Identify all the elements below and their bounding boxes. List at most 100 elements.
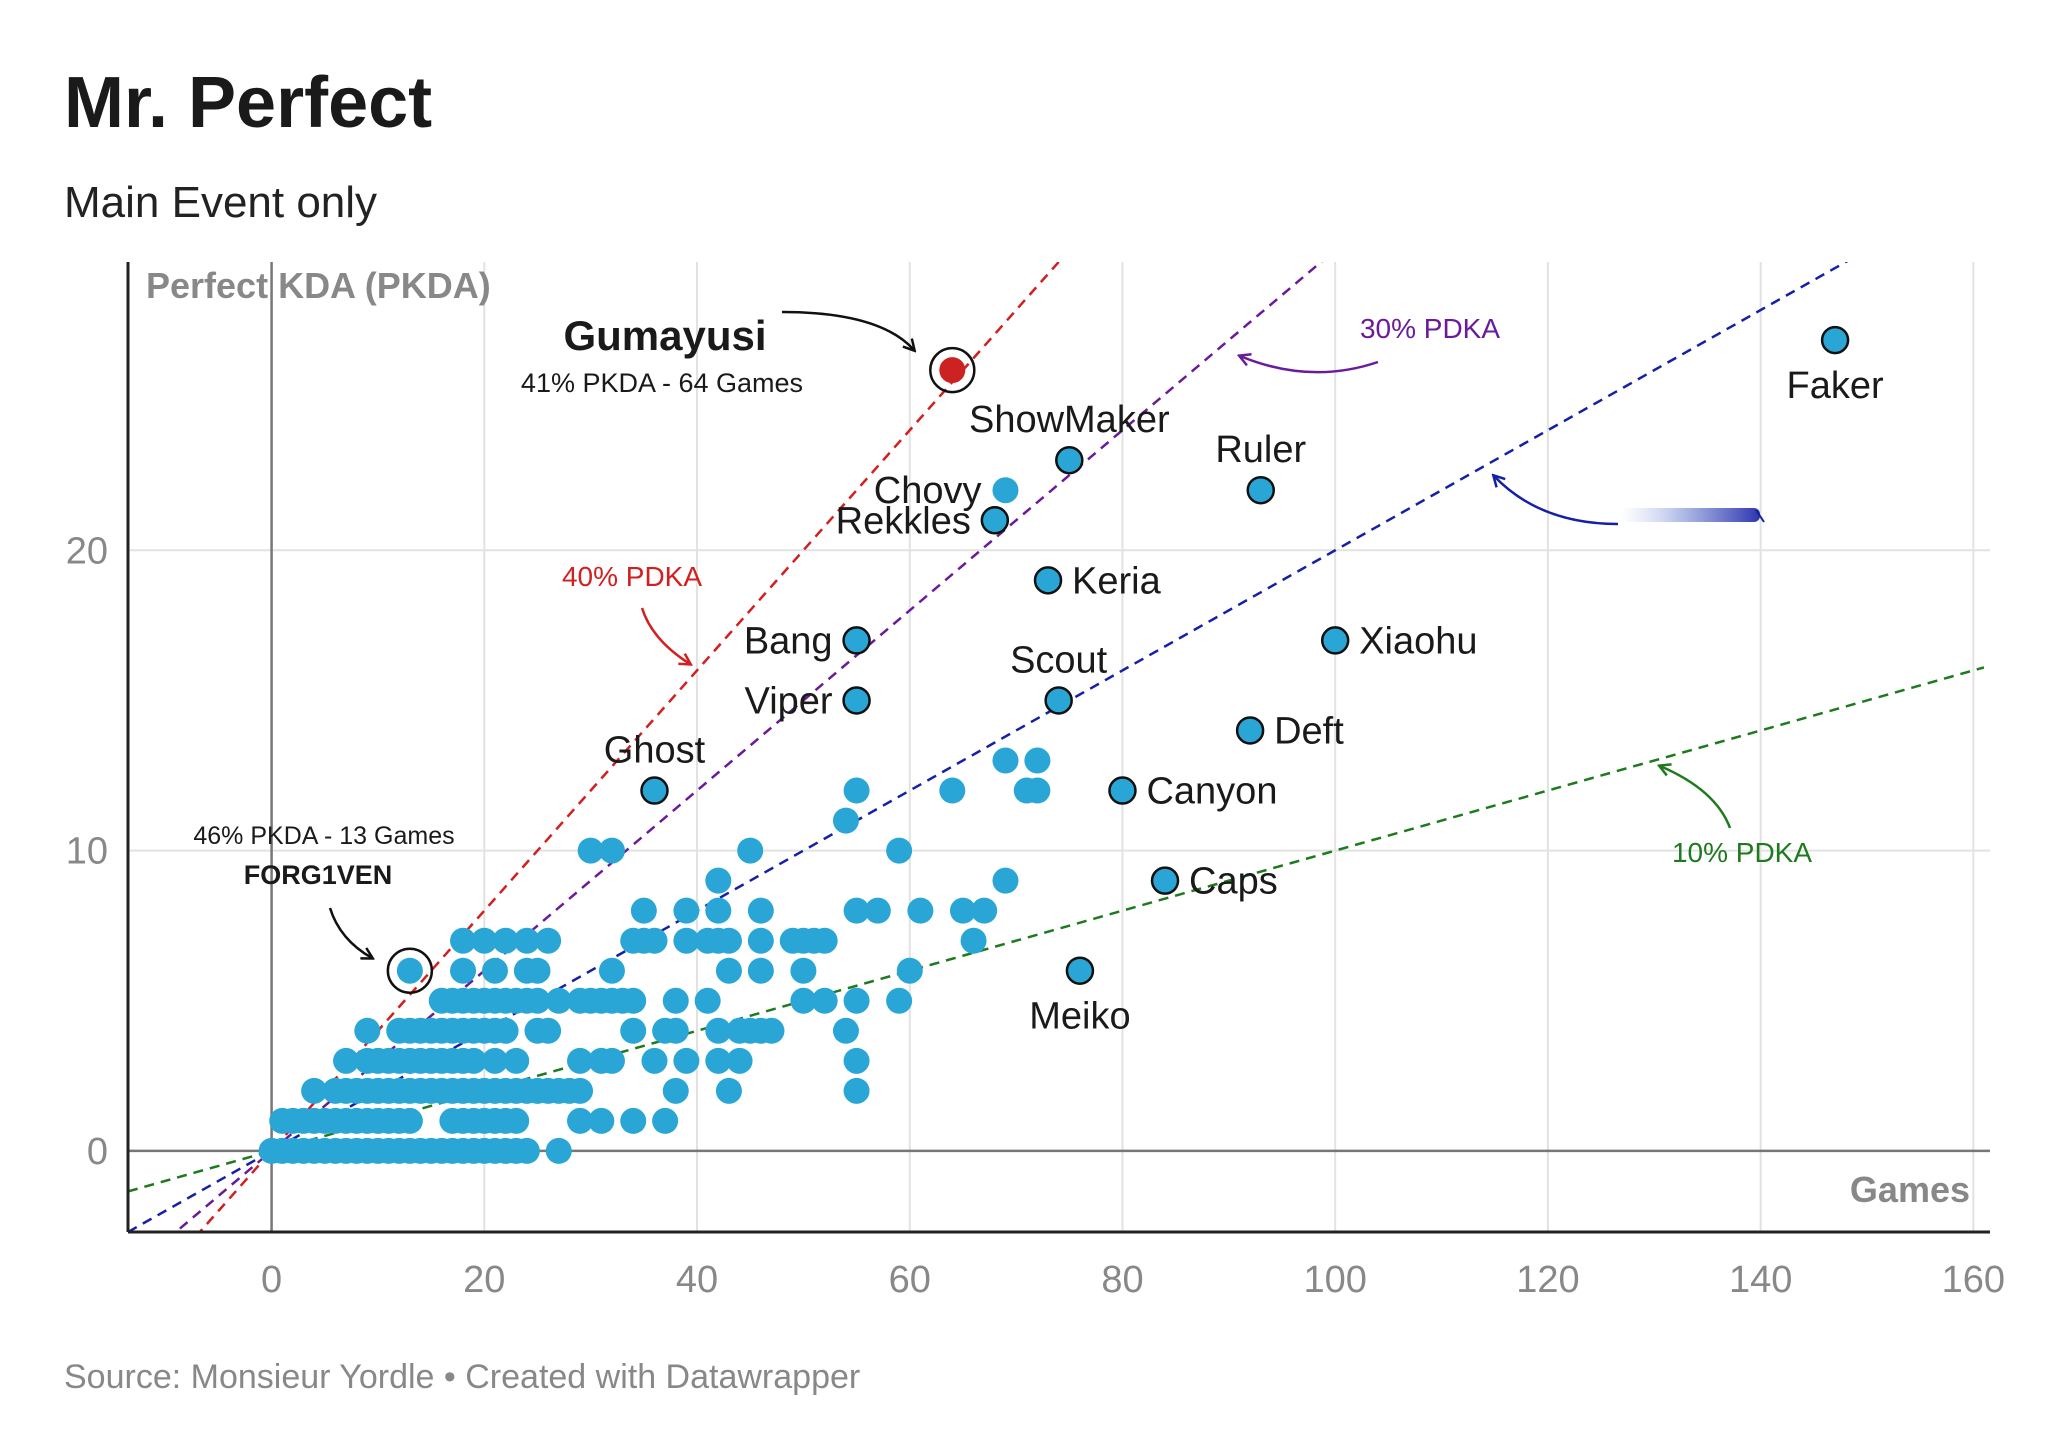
data-point bbox=[971, 897, 998, 924]
point-meiko bbox=[1065, 956, 1095, 985]
x-tick-label: 40 bbox=[676, 1259, 718, 1301]
data-point bbox=[620, 1107, 647, 1134]
data-point bbox=[567, 1107, 594, 1134]
data-point bbox=[545, 987, 572, 1014]
label-viper: Viper bbox=[745, 680, 833, 722]
label-scout: Scout bbox=[1010, 639, 1108, 681]
label-caps: Caps bbox=[1189, 861, 1278, 903]
point-scout bbox=[1044, 686, 1073, 715]
point-forg1ven bbox=[396, 957, 423, 984]
source-note: Source: Monsieur Yordle • Created with D… bbox=[64, 1358, 861, 1396]
data-point bbox=[832, 807, 859, 834]
data-point bbox=[843, 987, 870, 1014]
data-point bbox=[471, 927, 498, 954]
data-point bbox=[673, 927, 700, 954]
label-meiko: Meiko bbox=[1029, 996, 1130, 1038]
reference-line-20 bbox=[128, 262, 1849, 1232]
point-ghost bbox=[640, 776, 669, 805]
data-point bbox=[705, 867, 732, 894]
point-ruler bbox=[1246, 475, 1275, 505]
data-point bbox=[864, 897, 891, 924]
data-point bbox=[492, 1017, 519, 1044]
label-showmaker: ShowMaker bbox=[969, 399, 1170, 441]
y-axis-label: Perfect KDA (PKDA) bbox=[146, 265, 491, 306]
data-point bbox=[301, 1077, 328, 1104]
data-point bbox=[662, 987, 689, 1014]
point-rekkles bbox=[980, 506, 1010, 535]
point-showmaker bbox=[1055, 445, 1084, 475]
point-gumayusi bbox=[939, 357, 966, 384]
point-canyon bbox=[1108, 776, 1137, 805]
data-point bbox=[460, 1047, 487, 1074]
chart-subtitle: Main Event only bbox=[64, 178, 378, 227]
reference-lines bbox=[128, 262, 1984, 1232]
data-point bbox=[673, 1047, 700, 1074]
forg1ven-name: FORG1VEN bbox=[244, 860, 393, 890]
label-rekkles: Rekkles bbox=[836, 500, 971, 542]
data-point bbox=[705, 1047, 732, 1074]
x-tick-label: 140 bbox=[1729, 1259, 1792, 1301]
gumayusi-name: Gumayusi bbox=[563, 312, 766, 359]
data-point bbox=[662, 1077, 689, 1104]
label-chovy: Chovy bbox=[874, 470, 982, 512]
chart-title: Mr. Perfect bbox=[64, 63, 433, 143]
annotation-30-pdka: 30% PDKA bbox=[1240, 313, 1500, 374]
data-point bbox=[747, 897, 774, 924]
data-point bbox=[481, 957, 508, 984]
line-label-40: 40% PDKA bbox=[562, 561, 702, 592]
data-point bbox=[992, 867, 1019, 894]
annotation-forg1ven: 46% PKDA - 13 Games FORG1VEN bbox=[193, 822, 455, 958]
data-point bbox=[843, 777, 870, 804]
data-point bbox=[715, 927, 742, 954]
label-faker: Faker bbox=[1787, 365, 1884, 407]
data-point bbox=[354, 1017, 381, 1044]
data-point bbox=[811, 927, 838, 954]
x-tick-label: 60 bbox=[889, 1259, 931, 1301]
x-tick-label: 0 bbox=[261, 1259, 282, 1301]
point-chovy bbox=[992, 477, 1019, 504]
data-point bbox=[949, 897, 976, 924]
data-point bbox=[524, 957, 551, 984]
data-point bbox=[726, 1047, 753, 1074]
label-ruler: Ruler bbox=[1215, 429, 1306, 471]
data-points bbox=[258, 325, 1850, 1164]
x-tick-label: 120 bbox=[1516, 1259, 1579, 1301]
data-point bbox=[747, 957, 774, 984]
data-point bbox=[907, 897, 934, 924]
data-point bbox=[886, 837, 913, 864]
y-tick-label: 20 bbox=[66, 530, 108, 572]
data-point bbox=[450, 927, 477, 954]
data-point bbox=[588, 1107, 615, 1134]
data-point bbox=[652, 1107, 679, 1134]
x-tick-label: 160 bbox=[1942, 1259, 2005, 1301]
point-keria bbox=[1033, 566, 1063, 595]
data-point bbox=[567, 1077, 594, 1104]
point-bang bbox=[842, 626, 871, 655]
data-point bbox=[535, 1017, 562, 1044]
data-point bbox=[641, 927, 668, 954]
reference-line-30 bbox=[173, 262, 1323, 1232]
data-point bbox=[832, 1017, 859, 1044]
data-point bbox=[790, 987, 817, 1014]
data-point bbox=[630, 897, 657, 924]
x-axis-label: Games bbox=[1850, 1169, 1970, 1210]
data-point bbox=[503, 1047, 530, 1074]
data-point bbox=[513, 927, 540, 954]
data-point bbox=[577, 837, 604, 864]
annotation-40-pdka: 40% PDKA bbox=[562, 561, 702, 664]
line-label-10: 10% PDKA bbox=[1672, 837, 1812, 868]
data-point bbox=[843, 1077, 870, 1104]
label-xiaohu: Xiaohu bbox=[1359, 620, 1477, 662]
reference-line-40 bbox=[198, 262, 1061, 1232]
line-label-30: 30% PDKA bbox=[1360, 313, 1500, 344]
gumayusi-note: 41% PKDA - 64 Games bbox=[521, 368, 803, 398]
data-point bbox=[705, 897, 732, 924]
annotation-gumayusi: Gumayusi 41% PKDA - 64 Games bbox=[521, 310, 914, 398]
data-point bbox=[503, 1107, 530, 1134]
data-point bbox=[673, 897, 700, 924]
data-point bbox=[535, 927, 562, 954]
data-point bbox=[662, 1017, 689, 1044]
data-point bbox=[567, 1047, 594, 1074]
data-point bbox=[598, 837, 625, 864]
